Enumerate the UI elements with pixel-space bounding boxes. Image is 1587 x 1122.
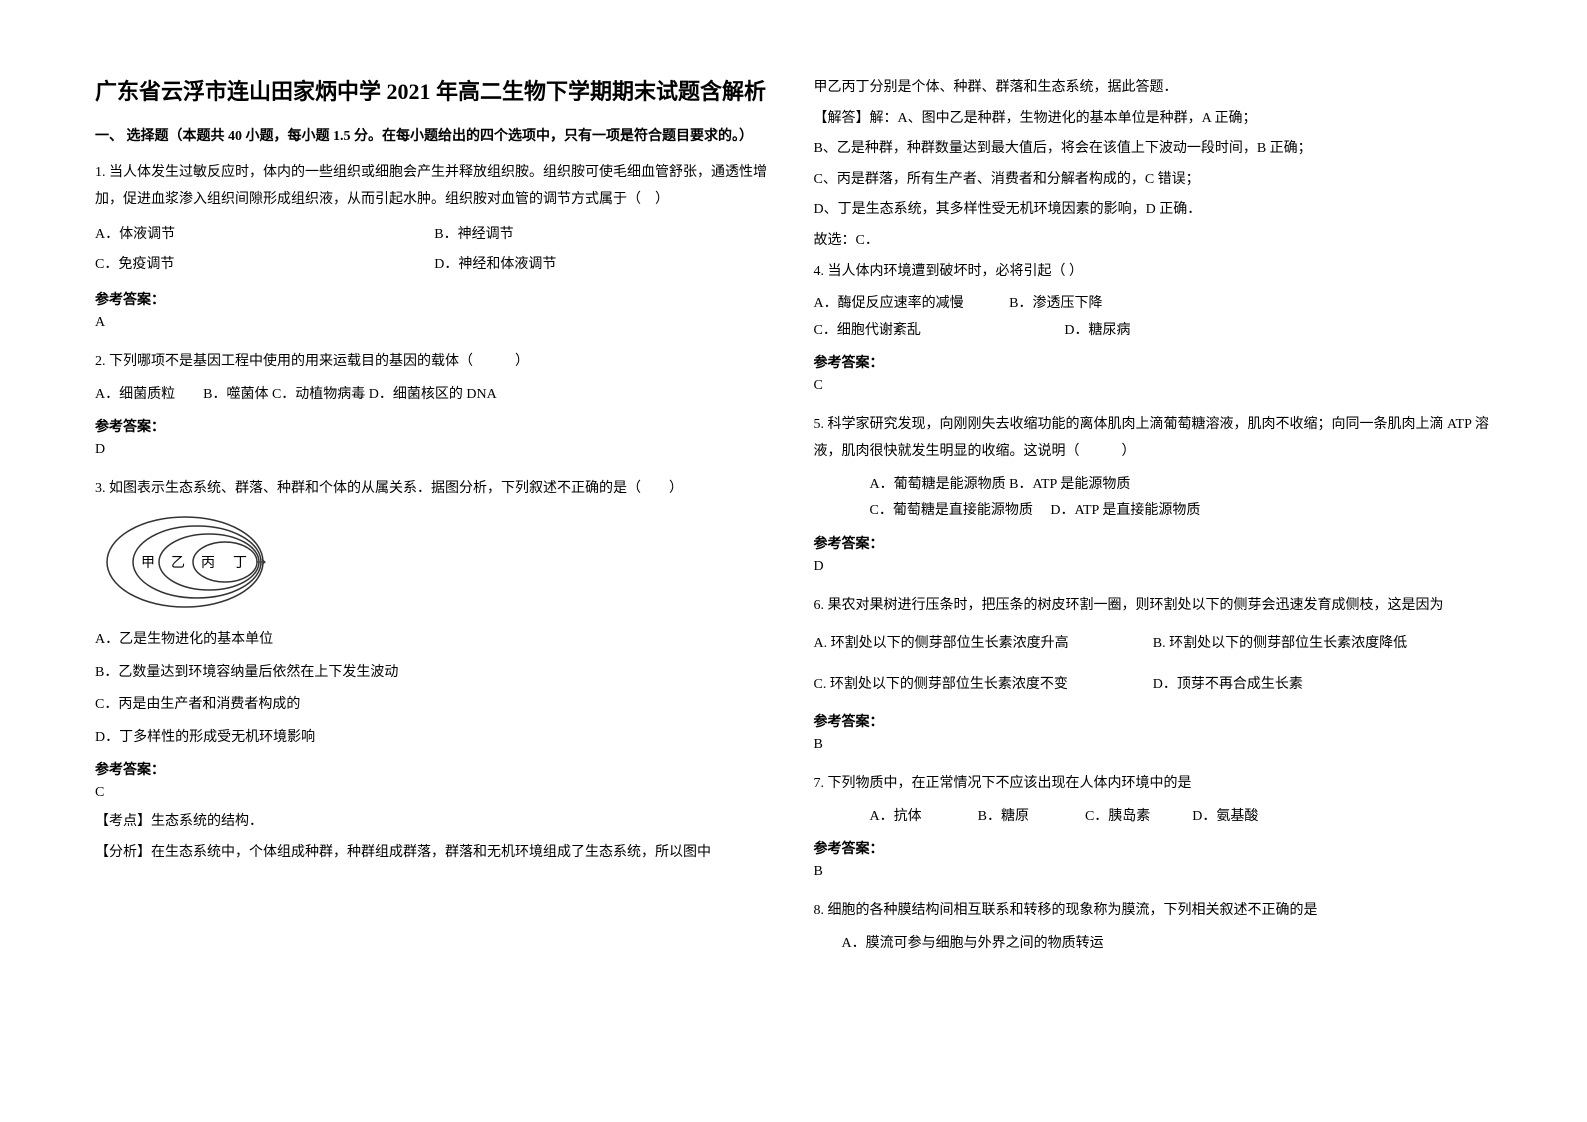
question-6: 6. 果农对果树进行压条时，把压条的树皮环割一圈，则环割处以下的侧芽会迅速发育成…	[814, 593, 1493, 761]
option-d: D．顶芽不再合成生长素	[1153, 670, 1492, 701]
question-text: 8. 细胞的各种膜结构间相互联系和转移的现象称为膜流，下列相关叙述不正确的是	[814, 898, 1493, 925]
question-text: 1. 当人体发生过敏反应时，体内的一些组织或细胞会产生并释放组织胺。组织胺可使毛…	[95, 160, 774, 213]
section-header: 一、 选择题（本题共 40 小题，每小题 1.5 分。在每小题给出的四个选项中，…	[95, 126, 774, 148]
option-c: C．免疫调节	[95, 250, 434, 281]
exam-title: 广东省云浮市连山田家炳中学 2021 年高二生物下学期期末试题含解析	[95, 75, 774, 108]
question-text: 7. 下列物质中，在正常情况下不应该出现在人体内环境中的是	[814, 771, 1493, 798]
options-line: A．葡萄糖是能源物质 B．ATP 是能源物质	[814, 472, 1493, 499]
answer-value: B	[814, 737, 1493, 753]
question-text: 5. 科学家研究发现，向刚刚失去收缩功能的离体肌肉上滴葡萄糖溶液，肌肉不收缩；向…	[814, 412, 1493, 465]
question-text: 4. 当人体内环境遭到破坏时，必将引起（ ）	[814, 259, 1493, 286]
answer-label: 参考答案：	[814, 533, 1493, 553]
answer-value: B	[814, 864, 1493, 880]
answer-label: 参考答案：	[95, 759, 774, 779]
question-text: 2. 下列哪项不是基因工程中使用的用来运载目的基因的载体（ ）	[95, 349, 774, 376]
options-inline: A．细菌质粒 B．噬菌体 C．动植物病毒 D．细菌核区的 DNA	[95, 382, 774, 409]
option-a: A．体液调节	[95, 220, 434, 251]
option-b: B．神经调节	[434, 220, 773, 251]
label-bing: 丙	[201, 556, 215, 571]
question-2: 2. 下列哪项不是基因工程中使用的用来运载目的基因的载体（ ） A．细菌质粒 B…	[95, 349, 774, 466]
options-row: A．体液调节 B．神经调节	[95, 220, 774, 251]
venn-diagram: 甲 乙 丙 丁	[105, 515, 774, 615]
analysis-line: D、丁是生态系统，其多样性受无机环境因素的影响，D 正确．	[814, 197, 1493, 224]
analysis-line: 甲乙丙丁分别是个体、种群、群落和生态系统，据此答题．	[814, 75, 1493, 102]
answer-label: 参考答案：	[814, 838, 1493, 858]
right-column: 甲乙丙丁分别是个体、种群、群落和生态系统，据此答题． 【解答】解：A、图中乙是种…	[814, 75, 1493, 1047]
option-c: C．丙是由生产者和消费者构成的	[95, 692, 774, 719]
options-inline: A．抗体 B．糖原 C．胰岛素 D．氨基酸	[814, 804, 1493, 831]
question-3: 3. 如图表示生态系统、群落、种群和个体的从属关系．据图分析，下列叙述不正确的是…	[95, 476, 774, 870]
answer-label: 参考答案：	[95, 416, 774, 436]
answer-label: 参考答案：	[814, 352, 1493, 372]
question-text: 3. 如图表示生态系统、群落、种群和个体的从属关系．据图分析，下列叙述不正确的是…	[95, 476, 774, 503]
option-d: D．糖尿病	[1064, 323, 1130, 338]
option-a: A．酶促反应速率的减慢	[814, 296, 964, 311]
option-b: B．渗透压下降	[1009, 296, 1102, 311]
analysis-line: C、丙是群落，所有生产者、消费者和分解者构成的，C 错误；	[814, 167, 1493, 194]
analysis-line: 【解答】解：A、图中乙是种群，生物进化的基本单位是种群，A 正确；	[814, 106, 1493, 133]
options-row: A．酶促反应速率的减慢 B．渗透压下降	[814, 291, 1493, 318]
answer-value: C	[95, 785, 774, 801]
question-7: 7. 下列物质中，在正常情况下不应该出现在人体内环境中的是 A．抗体 B．糖原 …	[814, 771, 1493, 888]
answer-label: 参考答案：	[814, 711, 1493, 731]
answer-value: D	[814, 559, 1493, 575]
question-8: 8. 细胞的各种膜结构间相互联系和转移的现象称为膜流，下列相关叙述不正确的是 A…	[814, 898, 1493, 957]
option-c: C. 环割处以下的侧芽部位生长素浓度不变	[814, 670, 1153, 701]
answer-value: C	[814, 378, 1493, 394]
options-row: C．免疫调节 D．神经和体液调节	[95, 250, 774, 281]
answer-value: A	[95, 315, 774, 331]
label-jia: 甲	[141, 556, 155, 571]
kaodian: 【考点】生态系统的结构．	[95, 809, 774, 836]
options-line: C．葡萄糖是直接能源物质 D．ATP 是直接能源物质	[814, 498, 1493, 525]
options-row: C. 环割处以下的侧芽部位生长素浓度不变 D．顶芽不再合成生长素	[814, 670, 1493, 701]
answer-value: D	[95, 442, 774, 458]
option-b: B. 环割处以下的侧芽部位生长素浓度降低	[1153, 629, 1492, 660]
options-row: C．细胞代谢紊乱 D．糖尿病	[814, 318, 1493, 345]
option-a: A．膜流可参与细胞与外界之间的物质转运	[814, 931, 1493, 958]
left-column: 广东省云浮市连山田家炳中学 2021 年高二生物下学期期末试题含解析 一、 选择…	[95, 75, 774, 1047]
question-5: 5. 科学家研究发现，向刚刚失去收缩功能的离体肌肉上滴葡萄糖溶液，肌肉不收缩；向…	[814, 412, 1493, 582]
analysis-line: 故选：C．	[814, 228, 1493, 255]
label-ding: 丁	[233, 556, 247, 571]
option-a: A. 环割处以下的侧芽部位生长素浓度升高	[814, 629, 1153, 660]
analysis-line: B、乙是种群，种群数量达到最大值后，将会在该值上下波动一段时间，B 正确；	[814, 136, 1493, 163]
option-d: D．神经和体液调节	[434, 250, 773, 281]
question-4: 4. 当人体内环境遭到破坏时，必将引起（ ） A．酶促反应速率的减慢 B．渗透压…	[814, 259, 1493, 403]
question-text: 6. 果农对果树进行压条时，把压条的树皮环割一圈，则环割处以下的侧芽会迅速发育成…	[814, 593, 1493, 620]
options-row: A. 环割处以下的侧芽部位生长素浓度升高 B. 环割处以下的侧芽部位生长素浓度降…	[814, 629, 1493, 660]
option-c: C．细胞代谢紊乱	[814, 323, 921, 338]
option-b: B．乙数量达到环境容纳量后依然在上下发生波动	[95, 660, 774, 687]
answer-label: 参考答案：	[95, 289, 774, 309]
label-yi: 乙	[171, 555, 185, 571]
question-1: 1. 当人体发生过敏反应时，体内的一些组织或细胞会产生并释放组织胺。组织胺可使毛…	[95, 160, 774, 339]
option-d: D．丁多样性的形成受无机环境影响	[95, 725, 774, 752]
option-a: A．乙是生物进化的基本单位	[95, 627, 774, 654]
fenxi: 【分析】在生态系统中，个体组成种群，种群组成群落，群落和无机环境组成了生态系统，…	[95, 840, 774, 867]
